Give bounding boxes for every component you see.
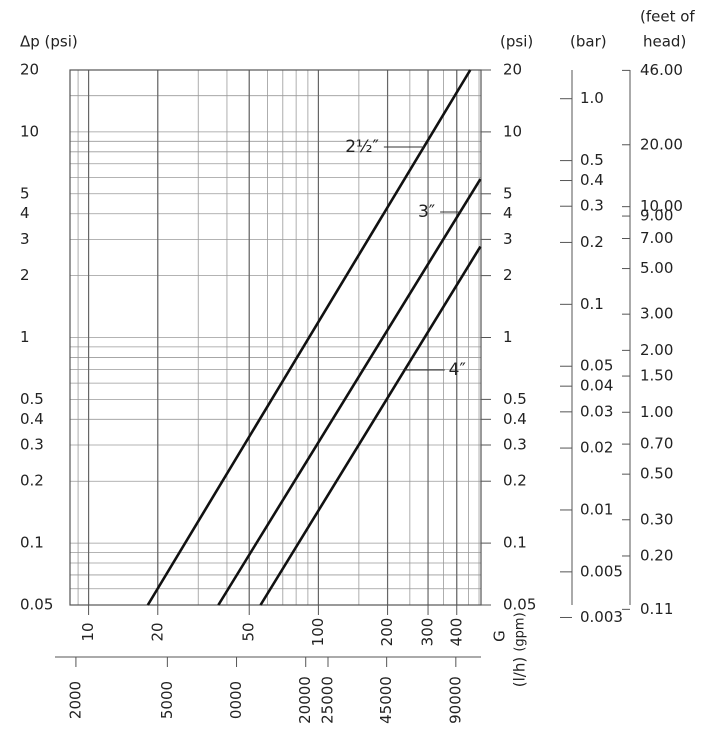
feet-tick-label: 9.00 [640,207,673,225]
x2-tick-label: 5000 [158,681,176,719]
y2-tick-label: 0.5 [503,390,527,408]
y2-tick-label: 0.1 [503,534,527,552]
x-tick-label: 10 [79,622,97,641]
bar-tick-label: 0.3 [580,197,604,215]
y2-tick-label: 10 [503,122,522,140]
x2-tick-label: 90000 [446,676,464,724]
x-tick-label: 200 [378,618,396,647]
y2-tick-label: 4 [503,204,513,222]
x-unit: (gpm) [513,612,528,651]
y-tick-label: 0.5 [20,390,44,408]
y-tick-label: 0.4 [20,410,44,428]
series-label: 2½″ [345,137,379,157]
feet-tick-label: 46.00 [640,61,683,79]
bar-tick-label: 0.4 [580,171,604,189]
y-tick-label: 3 [20,230,30,248]
bar-tick-label: 0.05 [580,357,613,375]
feet-axis-title: (feet of [640,8,695,26]
y2-tick-label: 0.2 [503,472,527,490]
bar-tick-label: 0.01 [580,500,613,518]
x-tick-label: 100 [309,618,327,647]
bar-tick-label: 0.005 [580,562,623,580]
bar-tick-label: 0.02 [580,439,613,457]
y2-tick-label: 0.4 [503,410,527,428]
y-tick-label: 4 [20,204,30,222]
x2-tick-label: 0000 [227,681,245,719]
y-tick-label: 2 [20,266,30,284]
x2-tick-label: 45000 [377,676,395,724]
curve [146,69,472,606]
bar-tick-label: 0.5 [580,151,604,169]
series-label: 3″ [418,202,435,222]
feet-axis-title: head) [643,33,686,51]
bar-tick-label: 1.0 [580,89,604,107]
y2-tick-label: 0.05 [503,596,536,614]
y-tick-label: 0.3 [20,436,44,454]
y-tick-label: 5 [20,184,30,202]
bar-tick-label: 0.2 [580,233,604,251]
feet-tick-label: 7.00 [640,229,673,247]
y2-tick-label: 3 [503,230,513,248]
bar-tick-label: 0.1 [580,295,604,313]
curve [259,245,482,606]
y-tick-label: 1 [20,328,30,346]
feet-tick-label: 2.00 [640,341,673,359]
x-axis-title: G [491,630,509,642]
bar-tick-label: 0.003 [580,608,623,626]
y2-tick-label: 1 [503,328,513,346]
x2-tick-label: 2000 [66,681,84,719]
feet-tick-label: 5.00 [640,259,673,277]
y-axis-title: Δp (psi) [20,33,78,51]
feet-tick-label: 0.20 [640,546,673,564]
feet-tick-label: 1.50 [640,367,673,385]
x2-tick-label: 25000 [318,676,336,724]
y2-tick-label: 20 [503,61,522,79]
psi-axis-title: (psi) [500,33,533,51]
y-tick-label: 10 [20,122,39,140]
feet-tick-label: 0.30 [640,510,673,528]
feet-tick-label: 3.00 [640,305,673,323]
y-tick-label: 0.1 [20,534,44,552]
bar-tick-label: 0.04 [580,377,613,395]
curve [217,178,482,606]
feet-tick-label: 0.11 [640,600,673,618]
bar-axis-title: (bar) [570,33,607,51]
series-label: 4″ [449,360,466,380]
y-tick-label: 20 [20,61,39,79]
bar-tick-label: 0.03 [580,402,613,420]
feet-tick-label: 1.00 [640,403,673,421]
y-tick-label: 0.2 [20,472,44,490]
feet-tick-label: 10.00 [640,197,683,215]
feet-tick-label: 0.50 [640,465,673,483]
y2-tick-label: 5 [503,184,513,202]
x-tick-label: 20 [148,622,166,641]
x-tick-label: 50 [240,622,258,641]
feet-tick-label: 0.70 [640,435,673,453]
feet-tick-label: 20.00 [640,135,683,153]
x2-tick-label: 20000 [296,676,314,724]
y2-tick-label: 0.3 [503,436,527,454]
x-tick-label: 400 [447,618,465,647]
x2-unit: (l/h) [511,657,529,687]
x-tick-label: 300 [419,618,437,647]
y2-tick-label: 2 [503,266,513,284]
y-tick-label: 0.05 [20,596,53,614]
